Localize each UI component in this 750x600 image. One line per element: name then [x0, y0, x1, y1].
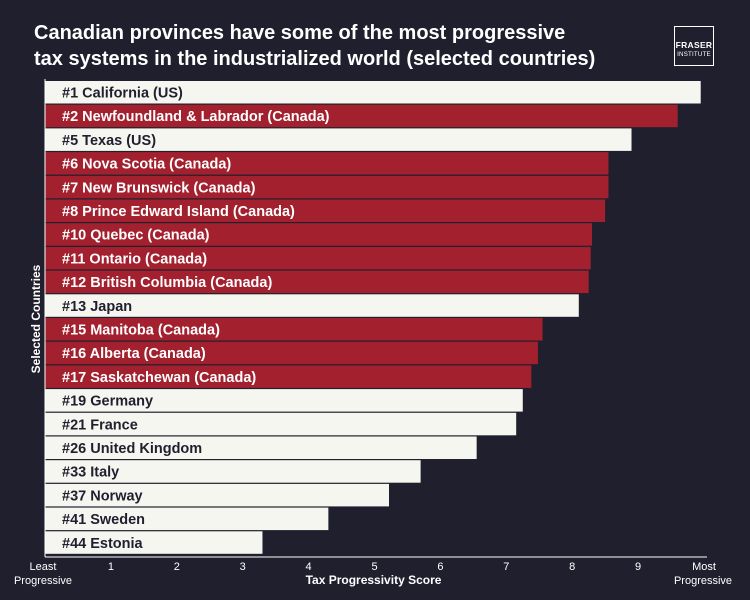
y-axis-title: Selected Countries — [29, 264, 43, 373]
bar-label: #21 France — [62, 417, 138, 433]
bar — [45, 389, 523, 412]
fraser-institute-logo: FRASER INSTITUTE — [674, 26, 714, 66]
x-max-label: Most — [692, 561, 716, 573]
bar — [45, 460, 421, 483]
x-tick-label: 5 — [371, 561, 377, 573]
bar — [45, 412, 517, 436]
x-min-label: Least — [30, 561, 57, 573]
chart-title-line-2: tax systems in the industrialized world … — [34, 48, 596, 70]
bar-label: #1 California (US) — [62, 85, 183, 101]
x-tick-label: 1 — [108, 561, 114, 573]
x-tick-label: 6 — [437, 561, 443, 573]
bar-label: #15 Manitoba (Canada) — [62, 322, 220, 338]
bar-label: #26 United Kingdom — [62, 441, 202, 457]
x-min-label: Progressive — [14, 575, 72, 587]
bar — [45, 507, 329, 531]
bar — [45, 128, 632, 151]
bar — [45, 365, 532, 388]
bar-label: #44 Estonia — [62, 536, 144, 552]
x-max-label: Progressive — [674, 575, 732, 587]
bar-label: #10 Quebec (Canada) — [62, 228, 210, 244]
bar — [45, 175, 609, 199]
bar-label: #6 Nova Scotia (Canada) — [62, 157, 231, 173]
logo-text-fraser: FRASER — [675, 40, 713, 50]
bar — [45, 318, 543, 341]
x-tick-label: 9 — [635, 561, 641, 573]
x-axis-title: Tax Progressivity Score — [306, 573, 442, 587]
bar-label: #41 Sweden — [62, 512, 145, 528]
bar-label: #17 Saskatchewan (Canada) — [62, 370, 256, 386]
bar — [45, 436, 477, 459]
bar — [45, 81, 701, 104]
bar-label: #12 British Columbia (Canada) — [62, 275, 272, 291]
bar-label: #2 Newfoundland & Labrador (Canada) — [62, 109, 330, 125]
bar-label: #11 Ontario (Canada) — [62, 251, 207, 267]
bar — [45, 341, 538, 365]
bar-label: #33 Italy — [62, 465, 119, 481]
bar-label: #8 Prince Edward Island (Canada) — [62, 204, 295, 220]
chart-title: Canadian provinces have some of the most… — [34, 20, 634, 72]
bar-label: #19 Germany — [62, 394, 153, 410]
logo-text-institute: INSTITUTE — [677, 51, 711, 58]
bar — [45, 270, 589, 294]
x-tick-label: 2 — [174, 561, 180, 573]
bar — [45, 199, 606, 222]
x-tick-label: 7 — [503, 561, 509, 573]
bar — [45, 104, 678, 128]
bar — [45, 223, 592, 246]
bar — [45, 483, 389, 507]
bar — [45, 294, 579, 317]
bar-label: #5 Texas (US) — [62, 133, 156, 149]
bar-label: #13 Japan — [62, 299, 132, 315]
bar-label: #16 Alberta (Canada) — [62, 346, 206, 362]
x-tick-label: 8 — [569, 561, 575, 573]
bar — [45, 246, 591, 270]
x-tick-label: 4 — [306, 561, 312, 573]
bar-label: #7 New Brunswick (Canada) — [62, 180, 256, 196]
chart-title-line-1: Canadian provinces have some of the most… — [34, 22, 566, 44]
bar-label: #37 Norway — [62, 488, 143, 504]
bar — [45, 531, 263, 554]
x-tick-label: 3 — [240, 561, 246, 573]
bar — [45, 152, 609, 175]
